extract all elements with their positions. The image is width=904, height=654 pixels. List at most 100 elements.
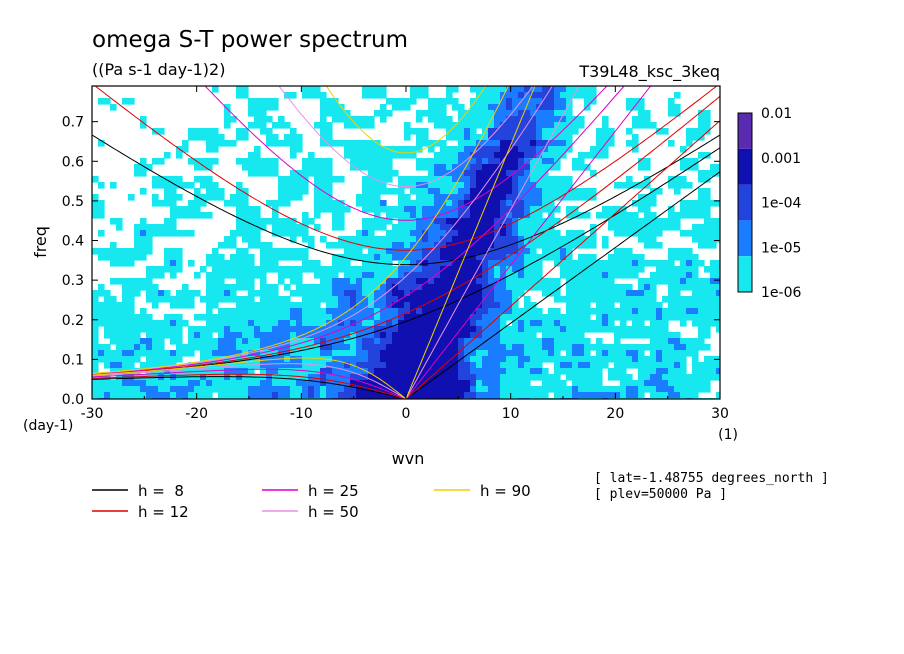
heat-cell (578, 158, 585, 165)
heat-cell (488, 374, 495, 381)
heat-cell (488, 344, 495, 351)
heat-cell (392, 104, 399, 111)
heat-cell (404, 224, 411, 231)
heat-cell (716, 164, 720, 171)
heat-cell (590, 254, 597, 261)
heat-cell (452, 350, 459, 357)
heat-cell (530, 326, 537, 333)
heat-cell (500, 380, 507, 387)
heat-cell (92, 206, 99, 213)
heat-cell (572, 122, 579, 129)
heat-cell (386, 152, 393, 159)
heat-cell (470, 212, 477, 219)
heat-cell (332, 356, 339, 363)
heat-cell (194, 206, 201, 213)
heat-cell (464, 194, 471, 201)
heat-cell (626, 344, 633, 351)
heat-cell (518, 86, 525, 93)
heat-cell (488, 284, 495, 291)
heat-cell (464, 386, 471, 393)
heat-cell (200, 392, 207, 399)
heat-cell (410, 188, 417, 195)
heat-cell (206, 182, 213, 189)
heat-cell (680, 284, 687, 291)
heat-cell (380, 176, 387, 183)
heat-cell (566, 116, 573, 123)
heat-cell (512, 176, 519, 183)
heat-cell (692, 302, 699, 309)
heat-cell (392, 224, 399, 231)
heat-cell (518, 242, 525, 249)
heat-cell (398, 152, 405, 159)
heat-cell (356, 356, 363, 363)
heat-cell (644, 194, 651, 201)
heat-cell (554, 386, 561, 393)
heat-cell (470, 146, 477, 153)
heat-cell (320, 368, 327, 375)
heat-cell (422, 110, 429, 117)
heat-cell (404, 242, 411, 249)
heat-cell (98, 140, 105, 147)
heat-cell (374, 146, 381, 153)
heat-cell (326, 164, 333, 171)
heat-cell (506, 134, 513, 141)
heat-cell (92, 212, 99, 219)
heat-cell (338, 296, 345, 303)
heat-cell (164, 176, 171, 183)
heat-cell (488, 356, 495, 363)
heat-cell (320, 326, 327, 333)
colorbar-swatch (738, 256, 752, 292)
heat-cell (470, 314, 477, 321)
heat-cell (458, 224, 465, 231)
y-tick-label: 0.7 (62, 115, 84, 131)
heat-cell (434, 350, 441, 357)
heat-cell (158, 338, 165, 345)
heat-cell (164, 320, 171, 327)
heat-cell (416, 338, 423, 345)
heat-cell (482, 218, 489, 225)
heat-cell (260, 116, 267, 123)
heat-cell (284, 272, 291, 279)
heat-cell (140, 350, 147, 357)
heat-cell (470, 110, 477, 117)
heat-cell (596, 338, 603, 345)
heat-cell (620, 212, 627, 219)
heat-cell (140, 380, 147, 387)
heat-cell (470, 128, 477, 135)
heat-cell (482, 374, 489, 381)
heat-cell (482, 164, 489, 171)
heat-cell (344, 362, 351, 369)
heat-cell (488, 200, 495, 207)
heat-cell (476, 278, 483, 285)
heat-cell (518, 92, 525, 99)
heat-cell (566, 206, 573, 213)
heat-cell (128, 314, 135, 321)
plev-annotation: [ plev=50000 Pa ] (594, 487, 727, 502)
heat-cell (176, 290, 183, 297)
heat-cell (536, 236, 543, 243)
heat-cell (530, 302, 537, 309)
heat-cell (302, 254, 309, 261)
heat-cell (428, 380, 435, 387)
heat-cell (350, 368, 357, 375)
heat-cell (698, 380, 705, 387)
heat-cell (92, 392, 99, 399)
heat-cell (200, 128, 207, 135)
heat-cell (524, 98, 531, 105)
heat-cell (140, 308, 147, 315)
heat-cell (380, 308, 387, 315)
heat-cell (368, 356, 375, 363)
heat-cell (380, 92, 387, 99)
heat-cell (716, 320, 720, 327)
heat-cell (392, 230, 399, 237)
heat-cell (524, 164, 531, 171)
heat-cell (554, 296, 561, 303)
heat-cell (398, 332, 405, 339)
heat-cell (494, 386, 501, 393)
heat-cell (566, 362, 573, 369)
heat-cell (536, 374, 543, 381)
heat-cell (290, 236, 297, 243)
heat-cell (578, 296, 585, 303)
heat-cell (656, 128, 663, 135)
heat-cell (686, 248, 693, 255)
